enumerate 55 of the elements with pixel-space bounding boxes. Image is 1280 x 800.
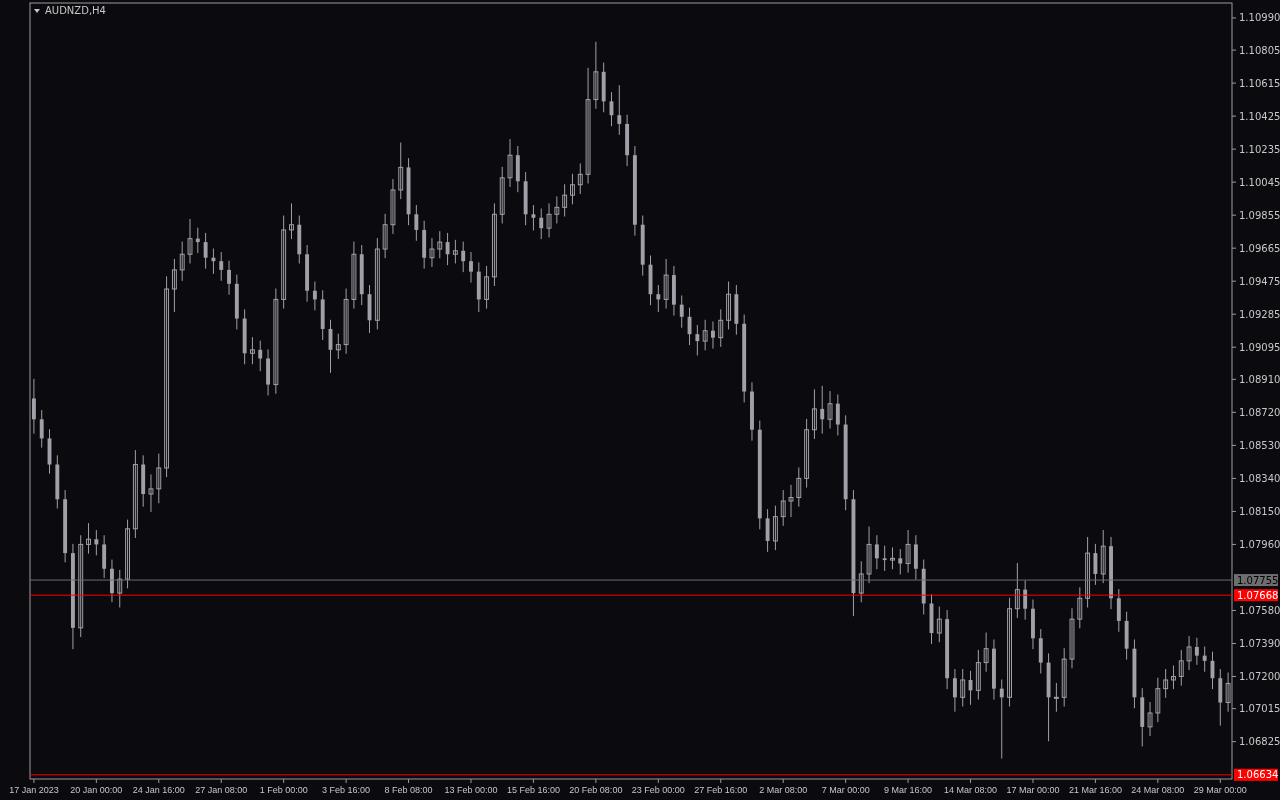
y-tick-label: 1.07960 [1239,538,1280,550]
y-tick-label: 1.10235 [1239,143,1280,155]
x-tick-label: 14 Mar 08:00 [944,785,998,795]
chart-title: AUDNZD,H4 [45,5,106,16]
y-tick-label: 1.10425 [1239,110,1280,122]
x-tick-label: 13 Feb 00:00 [444,785,498,795]
x-tick-label: 7 Mar 00:00 [821,785,870,795]
x-tick-label: 15 Feb 16:00 [506,785,560,795]
x-tick-label: 23 Feb 00:00 [631,785,685,795]
x-tick-label: 1 Feb 00:00 [259,785,308,795]
x-tick-label: 27 Jan 08:00 [195,785,248,795]
y-tick-label: 1.08530 [1239,439,1280,451]
x-tick-label: 24 Jan 16:00 [132,785,185,795]
candlestick [452,239,458,264]
y-tick-label: 1.07580 [1239,604,1280,616]
x-tick-label: 21 Mar 16:00 [1068,785,1122,795]
x-tick-label: 17 Jan 2023 [9,785,59,795]
y-tick-label: 1.09285 [1239,308,1280,320]
candlestick [788,484,794,518]
x-tick-label: 17 Mar 00:00 [1006,785,1060,795]
x-tick-label: 27 Feb 16:00 [694,785,748,795]
x-tick-label: 24 Mar 08:00 [1131,785,1185,795]
x-tick-label: 3 Feb 16:00 [322,785,371,795]
x-tick-label: 20 Feb 08:00 [569,785,623,795]
ref-line-label: 1.06634 [1237,769,1279,781]
ref-line-label: 1.07668 [1237,589,1279,601]
y-tick-label: 1.08720 [1239,406,1280,418]
y-tick-label: 1.07015 [1239,703,1280,715]
candlestick [437,230,443,259]
candlestick [148,473,154,513]
x-tick-label: 20 Jan 00:00 [70,785,123,795]
y-tick-label: 1.09095 [1239,341,1280,353]
y-tick-label: 1.07200 [1239,670,1280,682]
candlestick [898,548,903,575]
x-tick-label: 2 Mar 08:00 [759,785,808,795]
y-tick-label: 1.06825 [1239,736,1280,748]
y-tick-label: 1.08910 [1239,373,1280,385]
y-tick-label: 1.10045 [1239,176,1280,188]
candlestick [289,202,294,240]
y-tick-label: 1.08340 [1239,472,1280,484]
y-tick-label: 1.07390 [1239,637,1280,649]
y-tick-label: 1.09855 [1239,209,1280,221]
y-tick-label: 1.09665 [1239,242,1280,254]
ref-line-label: 1.07755 [1237,574,1279,586]
y-tick-label: 1.08150 [1239,505,1280,517]
y-tick-label: 1.10805 [1239,44,1280,56]
y-tick-label: 1.10615 [1239,77,1280,89]
x-tick-label: 9 Mar 16:00 [884,785,933,795]
x-tick-label: 29 Mar 00:00 [1193,785,1247,795]
y-tick-label: 1.09475 [1239,275,1280,287]
x-tick-label: 8 Feb 08:00 [384,785,433,795]
y-tick-label: 1.10990 [1239,12,1280,24]
candlestick [890,546,895,570]
candlestick [250,336,255,365]
candlestick [1171,665,1176,690]
